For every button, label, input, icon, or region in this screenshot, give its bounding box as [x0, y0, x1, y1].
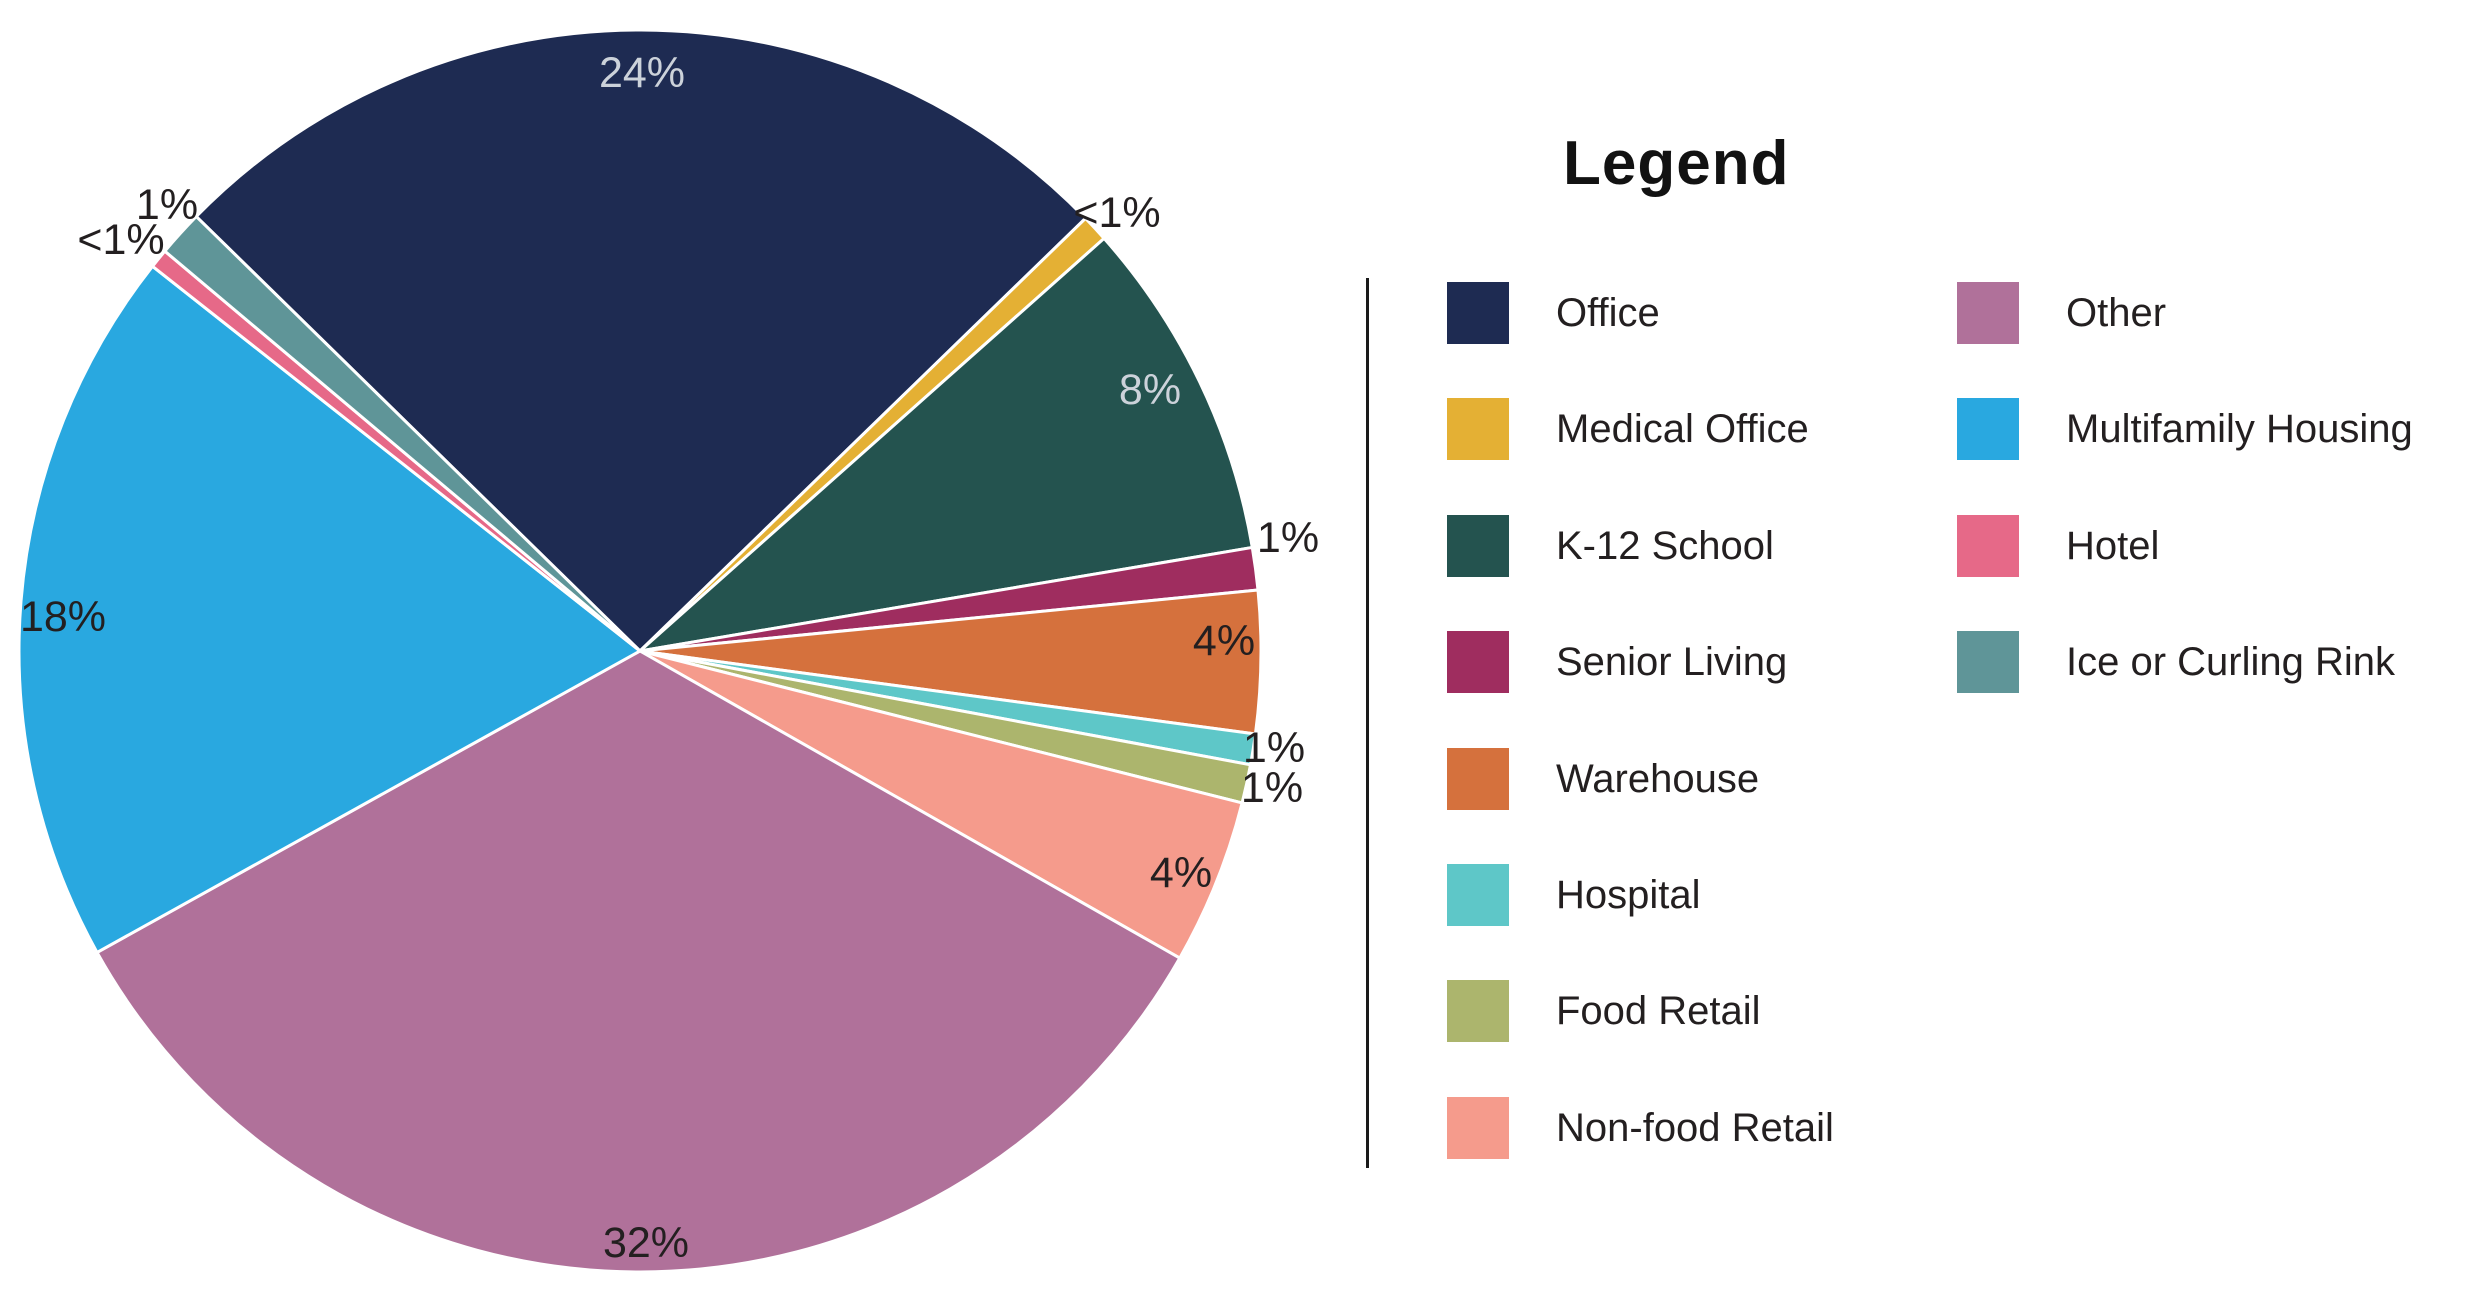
pie-slice-k-12-school	[638, 236, 1254, 653]
pie-slice-multifamily-housing	[17, 264, 642, 954]
pie-percentage-label-food-retail: 1%	[1241, 764, 1303, 812]
pie-percentage-label-non-food-retail: 4%	[1150, 849, 1212, 897]
legend-label-hospital: Hospital	[1556, 872, 1701, 917]
legend-title: Legend	[1563, 129, 1790, 198]
legend-label-hotel: Hotel	[2066, 523, 2160, 568]
legend-swatch-ice-or-curling-rink	[1957, 631, 2019, 693]
legend-swatch-hospital	[1447, 864, 1509, 926]
legend-item-warehouse: Warehouse	[1447, 748, 1759, 810]
legend-swatch-warehouse	[1447, 748, 1509, 810]
pie-percentage-label-hospital: 1%	[1243, 724, 1305, 772]
legend-item-non-food-retail: Non-food Retail	[1447, 1097, 1834, 1159]
pie-percentage-label-multifamily-housing: 18%	[20, 593, 106, 641]
legend-label-other: Other	[2066, 290, 2167, 335]
pie-slice-non-food-retail	[638, 649, 1244, 960]
pie-slice-office	[194, 28, 1087, 653]
legend-swatch-non-food-retail	[1447, 1097, 1509, 1159]
legend-divider	[1366, 278, 1369, 1168]
legend-item-hotel: Hotel	[1957, 515, 2159, 577]
legend-label-warehouse: Warehouse	[1556, 756, 1760, 801]
legend-item-food-retail: Food Retail	[1447, 980, 1761, 1042]
legend-label-office: Office	[1556, 290, 1660, 335]
legend-label-k-12-school: K-12 School	[1556, 523, 1774, 568]
legend-swatch-office	[1447, 282, 1509, 344]
legend-label-multifamily-housing: Multifamily Housing	[2066, 406, 2413, 451]
pie-percentage-label-ice-or-curling-rink: 1%	[136, 181, 198, 229]
pie-percentage-label-warehouse: 4%	[1193, 617, 1255, 665]
legend-item-multifamily-housing: Multifamily Housing	[1957, 398, 2413, 460]
pie-slice-ice-or-curling-rink	[163, 215, 642, 653]
legend-label-non-food-retail: Non-food Retail	[1556, 1105, 1834, 1150]
legend-item-k-12-school: K-12 School	[1447, 515, 1774, 577]
legend-swatch-multifamily-housing	[1957, 398, 2019, 460]
legend-swatch-medical-office	[1447, 398, 1509, 460]
legend-swatch-food-retail	[1447, 980, 1509, 1042]
legend-label-senior-living: Senior Living	[1556, 639, 1788, 684]
pie-percentage-label-k-12-school: 8%	[1119, 366, 1181, 414]
pie-percentage-label-hotel: <1%	[77, 216, 164, 264]
legend-label-medical-office: Medical Office	[1556, 406, 1809, 451]
legend-item-senior-living: Senior Living	[1447, 631, 1787, 693]
legend-label-ice-or-curling-rink: Ice or Curling Rink	[2066, 639, 2396, 684]
legend-item-ice-or-curling-rink: Ice or Curling Rink	[1957, 631, 2395, 693]
pie-percentage-label-office: 24%	[599, 49, 685, 97]
legend-item-office: Office	[1447, 282, 1660, 344]
legend-swatch-k-12-school	[1447, 515, 1509, 577]
legend-label-food-retail: Food Retail	[1556, 988, 1761, 1033]
legend-item-hospital: Hospital	[1447, 864, 1701, 926]
pie-percentage-label-medical-office: <1%	[1073, 189, 1160, 237]
pie-percentage-label-other: 32%	[603, 1219, 689, 1267]
legend-swatch-other	[1957, 282, 2019, 344]
legend-item-medical-office: Medical Office	[1447, 398, 1809, 460]
legend-swatch-senior-living	[1447, 631, 1509, 693]
legend-swatch-hotel	[1957, 515, 2019, 577]
legend-item-other: Other	[1957, 282, 2166, 344]
pie-percentage-label-senior-living: 1%	[1257, 514, 1319, 562]
pie-slice-other	[95, 649, 1182, 1274]
